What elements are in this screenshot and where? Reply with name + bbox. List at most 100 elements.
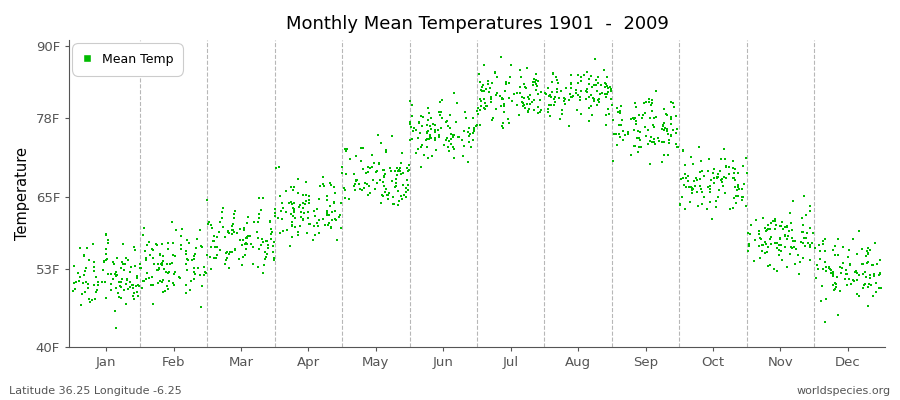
Point: [393, 160, 408, 166]
Point: [136, 277, 150, 284]
Point: [347, 187, 362, 194]
Point: [472, 96, 487, 103]
Point: [119, 281, 133, 288]
Point: [590, 88, 605, 94]
Point: [96, 266, 111, 273]
Point: [803, 257, 817, 263]
Point: [528, 87, 543, 94]
Point: [269, 164, 284, 171]
Point: [485, 115, 500, 121]
Point: [832, 264, 847, 270]
Point: [255, 236, 269, 242]
Point: [863, 247, 878, 254]
Point: [462, 139, 476, 146]
Point: [380, 192, 394, 198]
Point: [482, 78, 496, 84]
Point: [374, 200, 388, 206]
Point: [520, 108, 535, 115]
Point: [826, 282, 841, 289]
Point: [99, 230, 113, 237]
Point: [146, 254, 160, 261]
Point: [225, 231, 239, 238]
Point: [128, 263, 142, 270]
Point: [166, 282, 181, 288]
Point: [205, 225, 220, 231]
Point: [758, 250, 772, 256]
Point: [533, 108, 547, 115]
Point: [356, 166, 370, 173]
Point: [114, 279, 129, 286]
Point: [393, 165, 408, 171]
Point: [573, 97, 588, 103]
Point: [649, 88, 663, 94]
Point: [825, 268, 840, 275]
Point: [612, 122, 626, 128]
Point: [657, 120, 671, 126]
Point: [424, 134, 438, 141]
Point: [842, 261, 857, 267]
Point: [772, 223, 787, 230]
Point: [80, 245, 94, 251]
Point: [803, 244, 817, 250]
Point: [97, 258, 112, 264]
Point: [776, 225, 790, 232]
Point: [682, 184, 697, 190]
Point: [396, 182, 410, 188]
Point: [194, 242, 209, 249]
Point: [399, 184, 413, 191]
Point: [310, 223, 325, 229]
Point: [706, 166, 721, 173]
Point: [215, 224, 230, 230]
Point: [676, 148, 690, 154]
Point: [790, 252, 805, 258]
Point: [186, 256, 201, 262]
Point: [669, 112, 683, 119]
Point: [684, 184, 698, 190]
Point: [863, 272, 878, 278]
Point: [472, 107, 487, 113]
Point: [701, 168, 716, 174]
Point: [651, 134, 665, 141]
Point: [542, 102, 556, 108]
Point: [683, 154, 698, 161]
Point: [188, 271, 202, 277]
Point: [238, 240, 253, 246]
Point: [75, 291, 89, 297]
Point: [659, 111, 673, 118]
Point: [644, 107, 659, 114]
Point: [748, 237, 762, 243]
Point: [475, 88, 490, 94]
Point: [87, 259, 102, 265]
Point: [540, 106, 554, 112]
Point: [396, 170, 410, 176]
Point: [666, 126, 680, 133]
Point: [637, 100, 652, 106]
Point: [510, 90, 525, 96]
Point: [727, 170, 742, 176]
Point: [419, 137, 434, 144]
Point: [151, 261, 166, 267]
Point: [729, 200, 743, 206]
Point: [564, 94, 579, 100]
Point: [551, 80, 565, 86]
Point: [117, 287, 131, 294]
Point: [174, 242, 188, 248]
Point: [752, 230, 766, 237]
Point: [773, 242, 788, 248]
Point: [433, 111, 447, 118]
Point: [738, 203, 752, 209]
Point: [348, 178, 363, 184]
Point: [526, 79, 541, 86]
Point: [210, 252, 224, 258]
Point: [78, 264, 93, 271]
Point: [224, 223, 238, 229]
Point: [316, 181, 330, 187]
Point: [287, 200, 302, 206]
Point: [400, 182, 415, 188]
Point: [128, 246, 142, 253]
Point: [238, 241, 252, 247]
Point: [642, 96, 656, 102]
Point: [434, 125, 448, 131]
Point: [265, 236, 279, 242]
Point: [316, 216, 330, 222]
